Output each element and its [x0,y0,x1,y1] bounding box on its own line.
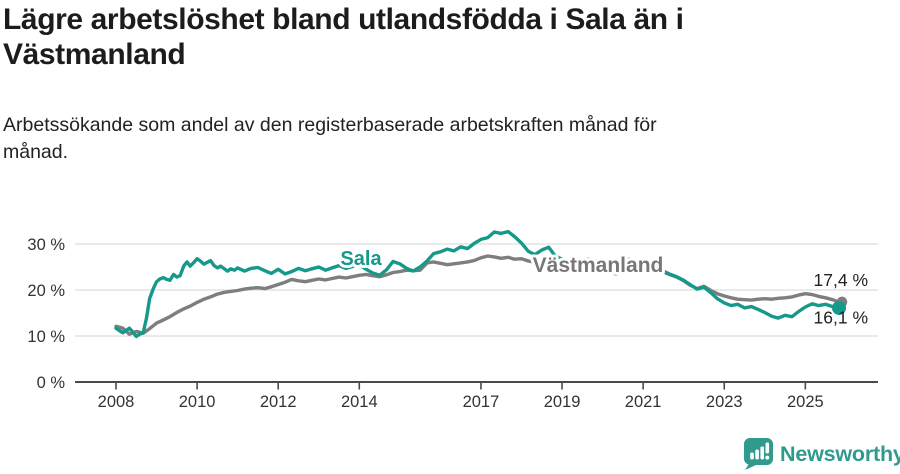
vastmanland-end-value-label: 17,4 % [814,270,868,290]
x-axis-tick-label: 2017 [463,393,500,411]
x-axis-tick-label: 2008 [98,393,135,411]
newsworthy-logo[interactable]: Newsworthy [742,437,900,471]
newsworthy-bar-chart-bubble-icon [744,438,773,470]
x-axis-tick-label: 2023 [706,393,743,411]
sala-series-label: Sala [340,248,382,270]
y-axis-tick-label: 0 % [37,374,66,392]
x-axis-tick-label: 2021 [625,393,662,411]
x-axis-tick-label: 2010 [179,393,216,411]
vstmanland-series-label: Västmanland [533,254,664,277]
y-axis-tick-label: 20 % [27,282,65,300]
vstmanland-line [114,254,841,336]
headline: Lägre arbetslöshet bland utlandsfödda i … [3,3,684,72]
chart-description: Arbetssökande som andel av den registerb… [3,114,657,164]
y-axis-tick-label: 30 % [27,236,65,254]
line-chart: 0 % 10 % 20 % 30 % 2008 2010 2012 2014 2017 2019 2… [0,210,900,430]
y-axis-tick-label: 10 % [27,328,65,346]
newsworthy-wordmark: Newsworthy [780,441,900,466]
x-axis-tick-label: 2025 [787,393,824,411]
x-axis-tick-label: 2019 [544,393,581,411]
sala-end-value-label: 16,1 % [814,308,868,328]
x-axis-tick-label: 2014 [341,393,378,411]
line-chart-svg: 0 % 10 % 20 % 30 % 2008 2010 2012 2014 2017 2019 2… [27,229,878,411]
x-axis-tick-label: 2012 [260,393,297,411]
sala-end-dot [832,300,847,315]
sala-line [114,229,841,339]
